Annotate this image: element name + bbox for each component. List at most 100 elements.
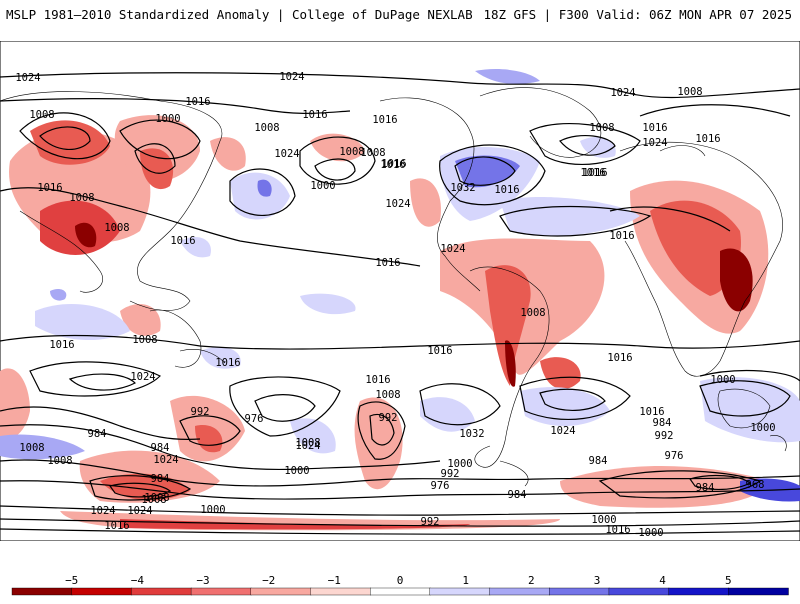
isobar-label: 1016 [37, 182, 62, 194]
isobar-label: 1000 [200, 504, 225, 516]
isobar-label: 984 [151, 442, 170, 454]
isobar-label: 1024 [550, 425, 575, 437]
colorbar-tick-label: −3 [196, 574, 209, 587]
isobar-label: 1000 [447, 458, 472, 470]
isobar-label: 976 [245, 413, 264, 425]
isobar-label: 1000 [155, 113, 180, 125]
isobar-label: 1016 [104, 520, 129, 532]
isobar-label: 1016 [695, 133, 720, 145]
colorbar-tick-label: −4 [131, 574, 145, 587]
isobar-label: 1016 [372, 114, 397, 126]
isobar-label: 1032 [459, 428, 484, 440]
isobar-labels: 1024 1024 1016 1008 1008 1000 1008 1016 … [15, 71, 775, 539]
isobar-label: 1008 [360, 147, 385, 159]
isobar-label: 976 [431, 480, 450, 492]
isobar-label: 1008 [295, 437, 320, 449]
isobar-label: 984 [88, 428, 107, 440]
isobar-label: 1016 [375, 257, 400, 269]
isobar-label: 976 [665, 450, 684, 462]
colorbar-swatch [310, 587, 371, 596]
isobar-label: 1024 [279, 71, 304, 83]
isobar-label: 1000 [638, 527, 663, 539]
colorbar-tick-labels: −5 −4 −3 −2 −1 0 1 2 3 4 5 [65, 574, 732, 587]
isobar-label: 984 [589, 455, 608, 467]
isobar-label: 992 [191, 406, 210, 418]
isobar-label: 1016 [381, 158, 406, 170]
isobar-label: 1000 [750, 422, 775, 434]
colorbar-swatch [549, 587, 610, 596]
model-run-info: 18Z GFS | F300 Valid: 06Z MON APR 07 202… [483, 7, 792, 22]
isobar-label: 1024 [127, 505, 152, 517]
colorbar-swatch [71, 587, 133, 596]
isobar-label: 1008 [29, 109, 54, 121]
isobar-label: 1016 [380, 159, 405, 171]
isobar-label: 1000 [710, 374, 735, 386]
isobar-label: 992 [379, 412, 398, 424]
colorbar-swatch [429, 587, 491, 596]
title-bar: MSLP 1981–2010 Standardized Anomaly | Co… [0, 0, 800, 30]
colorbar-swatch [131, 587, 192, 596]
isobar-label: 1024 [274, 148, 299, 160]
coastlines [0, 87, 787, 487]
colorbar-swatch [11, 587, 73, 596]
colorbar-swatch [489, 587, 550, 596]
isobar-label: 1016 [494, 184, 519, 196]
colorbar-tick-label: −2 [262, 574, 275, 587]
isobar-label: 968 [746, 479, 765, 491]
isobar-label: 1024 [642, 137, 667, 149]
isobar-label: 1008 [69, 192, 94, 204]
isobar-label: 1024 [15, 72, 40, 84]
isobar-label: 1008 [104, 222, 129, 234]
isobar-label: 1016 [580, 167, 605, 179]
isobar-label: 1008 [254, 122, 279, 134]
positive-anomaly-areas [0, 115, 770, 531]
isobar-label: 1024 [385, 198, 410, 210]
colorbar-tick-label: 0 [397, 574, 404, 587]
colorbar-tick-label: 2 [528, 574, 535, 587]
isobar-label: 992 [421, 516, 440, 528]
isobar-label: 1024 [610, 87, 635, 99]
isobar-label: 1016 [609, 230, 634, 242]
isobar-label: 1008 [520, 307, 545, 319]
isobar-label: 1016 [642, 122, 667, 134]
isobar-label: 1016 [582, 167, 607, 179]
isobar-label: 1000 [310, 180, 335, 192]
isobar-contours [0, 72, 800, 535]
isobar-label: 984 [696, 482, 715, 494]
map-title: MSLP 1981–2010 Standardized Anomaly | Co… [6, 7, 473, 22]
anomaly-colorbar: −5 −4 −3 −2 −1 0 1 2 3 4 5 [0, 572, 800, 600]
colorbar-tick-label: 5 [725, 574, 732, 587]
isobar-label: 1008 [144, 492, 169, 504]
isobar-label: 1008 [19, 442, 44, 454]
isobar-label: 1016 [170, 235, 195, 247]
isobar-label: 1024 [90, 505, 115, 517]
isobar-label: 1016 [185, 96, 210, 108]
isobar-label: 984 [151, 473, 170, 485]
colorbar-swatch [728, 587, 789, 596]
colorbar-swatch [190, 587, 252, 596]
isobar-label: 1016 [427, 345, 452, 357]
isobar-label: 1008 [132, 334, 157, 346]
isobar-label: 1000 [284, 465, 309, 477]
colorbar-tick-label: 1 [462, 574, 469, 587]
colorbar-tick-label: 3 [594, 574, 601, 587]
isobar-label: 1024 [440, 243, 465, 255]
isobar-label: 1016 [605, 524, 630, 536]
colorbar-swatch [668, 587, 729, 596]
isobar-label: 1024 [295, 440, 320, 452]
isobar-label: 1008 [589, 122, 614, 134]
isobar-label: 1000 [591, 514, 616, 526]
isobar-label: 992 [655, 430, 674, 442]
isobar-label: 1008 [47, 455, 72, 467]
isobar-label: 1016 [302, 109, 327, 121]
colorbar-tick-label: 4 [659, 574, 666, 587]
isobar-label: 1032 [450, 182, 475, 194]
isobar-label: 1008 [339, 146, 364, 158]
isobar-label: 984 [508, 489, 527, 501]
anomaly-map: 1024 1024 1016 1008 1008 1000 1008 1016 … [0, 41, 800, 541]
isobar-label: 1024 [153, 454, 178, 466]
isobar-label: 984 [653, 417, 672, 429]
isobar-label: 1016 [49, 339, 74, 351]
colorbar-swatch [370, 587, 431, 596]
isobar-label: 1016 [365, 374, 390, 386]
